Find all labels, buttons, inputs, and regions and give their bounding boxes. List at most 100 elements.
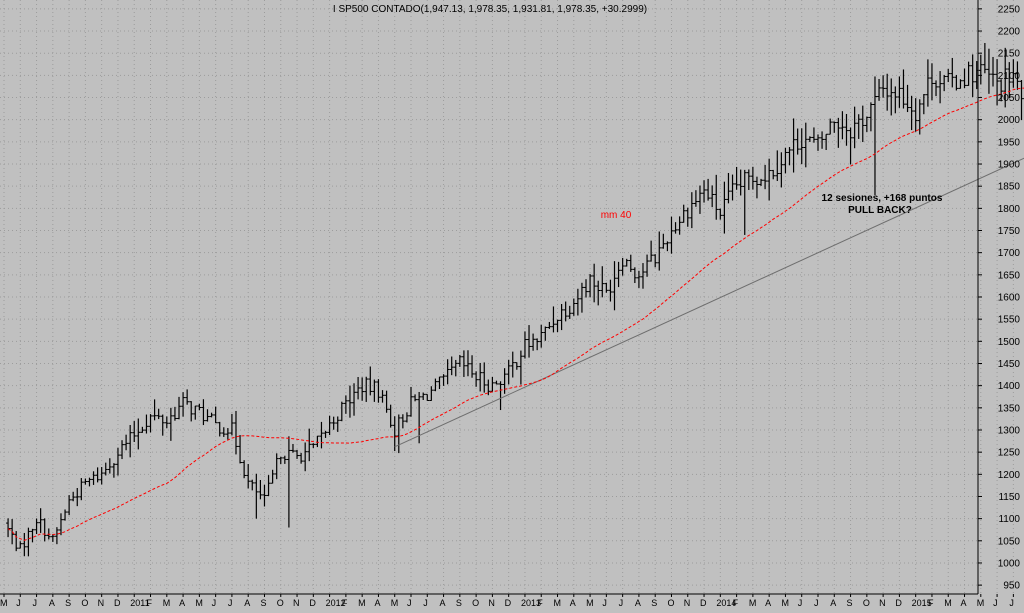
x-tick-label: S	[651, 598, 657, 608]
x-tick-label: D	[895, 598, 902, 608]
x-tick-label: O	[667, 598, 674, 608]
price-bars	[6, 42, 1024, 557]
x-tick-label: A	[635, 598, 641, 608]
x-tick-label: M	[0, 598, 8, 608]
y-tick-label: 950	[1003, 581, 1020, 592]
x-tick-label: S	[260, 598, 266, 608]
y-tick-label: 1500	[998, 337, 1021, 348]
y-tick-label: 1750	[998, 226, 1021, 237]
x-tick-label: A	[244, 598, 250, 608]
x-tick-label: J	[993, 598, 998, 608]
x-tick-label: M	[944, 598, 952, 608]
trendline-layer	[394, 157, 1024, 448]
y-tick-label: 1700	[998, 248, 1021, 259]
y-tick-label: 1150	[998, 492, 1020, 503]
x-tick-label: 2015	[912, 598, 932, 608]
x-tick-label: 2011	[130, 598, 149, 608]
x-tick-label: F	[928, 598, 934, 608]
y-tick-label: 2050	[998, 93, 1021, 104]
x-tick-label: M	[391, 598, 399, 608]
x-tick-label: S	[456, 598, 462, 608]
x-tick-label: J	[798, 598, 803, 608]
x-tick-label: N	[98, 598, 105, 608]
x-tick-label: F	[342, 598, 348, 608]
y-tick-label: 1100	[998, 514, 1020, 525]
x-tick-label: N	[879, 598, 886, 608]
y-tick-label: 1050	[998, 536, 1021, 547]
y-tick-label: 2200	[998, 27, 1021, 38]
x-tick-label: A	[49, 598, 55, 608]
x-tick-label: M	[781, 598, 789, 608]
x-tick-label: N	[684, 598, 691, 608]
x-tick-label: A	[830, 598, 836, 608]
x-tick-label: J	[16, 598, 21, 608]
x-tick-label: N	[488, 598, 495, 608]
y-axis: 950 1000 1050 1100 1150 1200 1250 1300 1350 1400 1…	[977, 0, 1021, 594]
y-tick-label: 2250	[998, 4, 1021, 15]
y-tick-label: 1850	[998, 182, 1021, 193]
y-tick-label: 1600	[998, 293, 1021, 304]
x-tick-label: O	[81, 598, 88, 608]
x-tick-label: M	[195, 598, 203, 608]
x-tick-label: M	[586, 598, 594, 608]
x-tick-label: S	[847, 598, 853, 608]
moving-average-layer	[7, 87, 1024, 541]
x-tick-label: D	[700, 598, 707, 608]
y-tick-label: 1000	[998, 558, 1021, 569]
y-tick-label: 1450	[998, 359, 1021, 370]
x-tick-label: F	[537, 598, 543, 608]
y-tick-label: 1800	[998, 204, 1021, 215]
x-tick-label: A	[961, 598, 967, 608]
y-tick-label: 1300	[998, 425, 1021, 436]
y-tick-label: 1200	[998, 470, 1021, 481]
y-tick-label: 2000	[998, 115, 1021, 126]
x-tick-label: F	[733, 598, 739, 608]
x-tick-label: A	[374, 598, 380, 608]
x-tick-label: O	[863, 598, 870, 608]
x-tick-label: D	[309, 598, 316, 608]
x-tick-label: J	[33, 598, 38, 608]
chart-title: I SP500 CONTADO(1,947.13, 1,978.35, 1,93…	[333, 4, 647, 15]
annotation-sessions: 12 sesiones, +168 puntos	[822, 193, 943, 204]
x-tick-label: F	[147, 598, 153, 608]
y-tick-label: 1900	[998, 160, 1021, 171]
x-tick-label: J	[619, 598, 624, 608]
x-tick-label: O	[472, 598, 479, 608]
x-tick-label: 2014	[716, 598, 736, 608]
x-tick-label: A	[765, 598, 771, 608]
x-tick-label: J	[1009, 598, 1014, 608]
x-tick-label: N	[293, 598, 300, 608]
support-trendline	[394, 157, 1024, 448]
moving-average-line	[7, 87, 1024, 541]
x-tick-label: M	[163, 598, 171, 608]
x-tick-label: A	[440, 598, 446, 608]
x-tick-label: M	[977, 598, 985, 608]
x-tick-label: 2012	[326, 598, 346, 608]
y-tick-label: 1650	[998, 270, 1021, 281]
y-tick-label: 2100	[998, 71, 1021, 82]
x-tick-label: J	[602, 598, 607, 608]
x-tick-label: A	[570, 598, 576, 608]
y-tick-label: 1550	[998, 315, 1021, 326]
y-tick-label: 1350	[998, 403, 1021, 414]
y-tick-label: 1950	[998, 137, 1021, 148]
x-tick-label: M	[749, 598, 757, 608]
x-tick-label: M	[554, 598, 562, 608]
grid-lines	[0, 0, 1014, 594]
x-tick-label: O	[277, 598, 284, 608]
x-tick-label: J	[407, 598, 412, 608]
x-tick-label: J	[814, 598, 819, 608]
x-tick-label: J	[228, 598, 233, 608]
y-tick-label: 1250	[998, 448, 1021, 459]
x-tick-label: M	[358, 598, 366, 608]
x-tick-label: J	[212, 598, 217, 608]
x-tick-label: D	[505, 598, 512, 608]
annotation-pullback: PULL BACK?	[848, 205, 912, 216]
x-tick-label: S	[65, 598, 71, 608]
y-tick-label: 1400	[998, 381, 1021, 392]
x-tick-label: J	[423, 598, 428, 608]
